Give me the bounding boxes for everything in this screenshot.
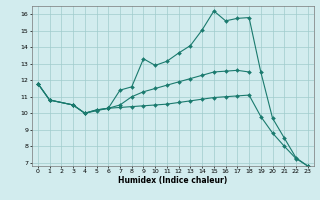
X-axis label: Humidex (Indice chaleur): Humidex (Indice chaleur) (118, 176, 228, 185)
